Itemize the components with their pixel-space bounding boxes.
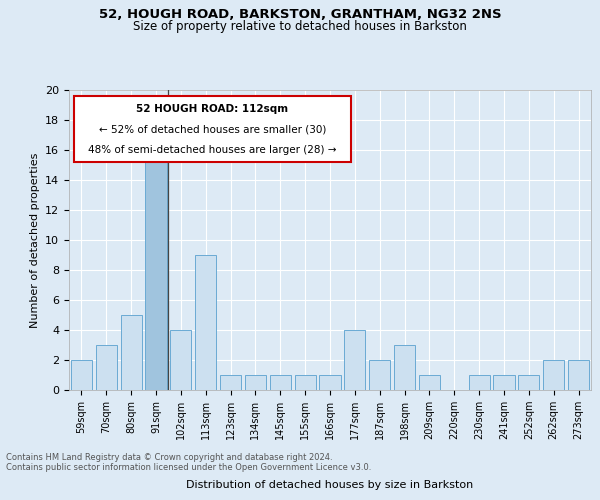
Bar <box>195 255 216 390</box>
Bar <box>170 330 191 390</box>
Bar <box>568 360 589 390</box>
Bar <box>543 360 564 390</box>
Bar <box>419 375 440 390</box>
Bar <box>245 375 266 390</box>
Text: 52, HOUGH ROAD, BARKSTON, GRANTHAM, NG32 2NS: 52, HOUGH ROAD, BARKSTON, GRANTHAM, NG32… <box>98 8 502 20</box>
Text: Contains public sector information licensed under the Open Government Licence v3: Contains public sector information licen… <box>6 464 371 472</box>
Bar <box>319 375 341 390</box>
Bar <box>295 375 316 390</box>
Bar <box>518 375 539 390</box>
Bar <box>145 150 167 390</box>
Text: Contains HM Land Registry data © Crown copyright and database right 2024.: Contains HM Land Registry data © Crown c… <box>6 454 332 462</box>
Text: 52 HOUGH ROAD: 112sqm: 52 HOUGH ROAD: 112sqm <box>136 104 289 114</box>
Text: Size of property relative to detached houses in Barkston: Size of property relative to detached ho… <box>133 20 467 33</box>
Bar <box>71 360 92 390</box>
Text: 48% of semi-detached houses are larger (28) →: 48% of semi-detached houses are larger (… <box>88 144 337 154</box>
Text: Distribution of detached houses by size in Barkston: Distribution of detached houses by size … <box>187 480 473 490</box>
Bar <box>270 375 291 390</box>
Bar <box>394 345 415 390</box>
Bar <box>469 375 490 390</box>
Text: ← 52% of detached houses are smaller (30): ← 52% of detached houses are smaller (30… <box>99 124 326 134</box>
Bar <box>493 375 515 390</box>
FancyBboxPatch shape <box>74 96 351 162</box>
Bar <box>121 315 142 390</box>
Bar <box>96 345 117 390</box>
Bar <box>220 375 241 390</box>
Bar <box>344 330 365 390</box>
Bar <box>369 360 390 390</box>
Y-axis label: Number of detached properties: Number of detached properties <box>29 152 40 328</box>
